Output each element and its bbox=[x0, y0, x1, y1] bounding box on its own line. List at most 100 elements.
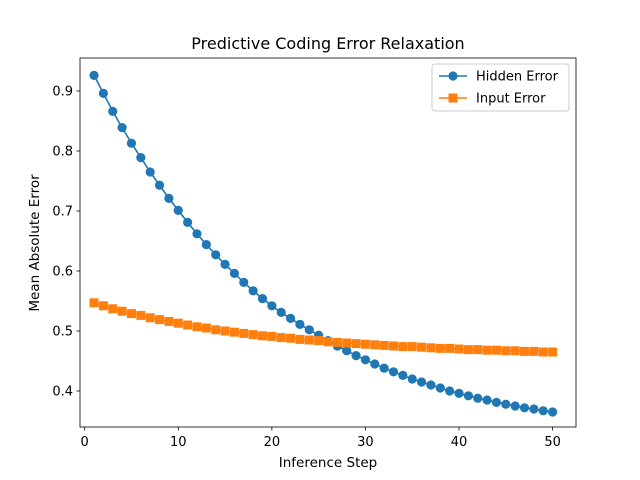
hidden-error-point bbox=[416, 377, 427, 387]
hidden-error-point bbox=[510, 401, 520, 411]
input-error-point bbox=[89, 298, 99, 308]
hidden-error-point bbox=[239, 277, 249, 287]
y-axis-label: Mean Absolute Error bbox=[27, 174, 43, 312]
chart-title: Predictive Coding Error Relaxation bbox=[191, 34, 464, 53]
input-error-point bbox=[276, 333, 286, 343]
input-error-point bbox=[407, 342, 417, 352]
hidden-error-point bbox=[473, 393, 483, 403]
input-error-point bbox=[417, 342, 427, 352]
hidden-error-point bbox=[276, 307, 286, 317]
y-tick-label: 0.5 bbox=[52, 325, 73, 340]
input-error-point bbox=[463, 345, 473, 355]
hidden-error-point bbox=[426, 380, 436, 390]
hidden-error-point bbox=[257, 294, 268, 304]
legend-item-hidden-error: Hidden Error bbox=[439, 70, 559, 85]
hidden-error-point bbox=[89, 70, 99, 80]
hidden-error-point bbox=[136, 153, 146, 163]
hidden-error-point bbox=[211, 250, 221, 260]
plot-frame bbox=[79, 57, 577, 428]
hidden-error-point bbox=[548, 407, 558, 417]
input-error-point bbox=[360, 339, 370, 349]
hidden-error-point bbox=[463, 391, 473, 401]
hidden-error-point bbox=[342, 346, 352, 356]
hidden-error-point bbox=[538, 406, 548, 416]
hidden-error-point bbox=[351, 351, 361, 361]
input-error-point bbox=[267, 331, 277, 341]
input-error-point bbox=[304, 335, 314, 345]
input-error-point bbox=[126, 309, 136, 319]
hidden-error-point bbox=[126, 138, 137, 148]
hidden-error-point bbox=[145, 167, 155, 177]
input-error-point bbox=[229, 327, 239, 337]
hidden-error-point bbox=[388, 367, 399, 377]
input-error-point bbox=[398, 342, 408, 352]
hidden-error-point bbox=[407, 374, 417, 384]
hidden-error-point bbox=[117, 123, 127, 133]
hidden-error-point bbox=[220, 259, 230, 269]
input-error-point bbox=[220, 326, 230, 336]
input-error-point bbox=[257, 331, 267, 341]
input-error-point bbox=[145, 313, 155, 323]
hidden-error-point bbox=[529, 404, 539, 414]
hidden-error-point bbox=[454, 388, 464, 398]
input-error-point bbox=[520, 346, 530, 356]
input-error-point bbox=[501, 346, 511, 356]
hidden-error-point bbox=[164, 193, 174, 203]
input-error-point bbox=[370, 340, 380, 350]
hidden-error-point bbox=[183, 217, 193, 227]
y-tick-label: 0.9 bbox=[52, 85, 73, 100]
y-tick-label: 0.4 bbox=[52, 385, 73, 400]
input-error-point bbox=[108, 304, 118, 314]
input-error-point bbox=[435, 343, 445, 353]
x-tick-label: 30 bbox=[357, 435, 374, 450]
hidden-error-point bbox=[229, 268, 240, 278]
input-error-point bbox=[314, 336, 324, 346]
y-tick-label: 0.7 bbox=[52, 205, 73, 220]
input-error-point bbox=[473, 345, 483, 355]
series-input-error bbox=[89, 298, 558, 357]
hidden-error-point bbox=[360, 355, 371, 365]
hidden-error-point bbox=[173, 205, 183, 215]
input-error-point bbox=[155, 315, 165, 325]
hidden-error-point bbox=[201, 240, 211, 250]
hidden-error-point bbox=[295, 319, 305, 329]
series-layer bbox=[89, 70, 558, 417]
hidden-error-point bbox=[154, 180, 165, 190]
hidden-error-point bbox=[370, 359, 380, 369]
input-error-point bbox=[538, 347, 548, 357]
input-error-point bbox=[482, 345, 492, 355]
input-error-point bbox=[295, 334, 305, 344]
input-error-point bbox=[211, 325, 221, 335]
hidden-error-point bbox=[379, 363, 389, 373]
hidden-error-point bbox=[501, 399, 511, 409]
input-error-point bbox=[183, 320, 193, 330]
input-error-point bbox=[529, 346, 539, 356]
input-error-point bbox=[332, 337, 342, 347]
x-tick-label: 20 bbox=[264, 435, 281, 450]
legend-marker bbox=[448, 71, 458, 81]
hidden-error-point bbox=[267, 301, 277, 311]
hidden-error-point bbox=[304, 325, 314, 335]
input-error-point bbox=[323, 337, 333, 347]
hidden-error-point bbox=[108, 106, 118, 116]
plot-area: 0.4 0.5 0.6 0.7 0.8 0.9 0 10 20 30 40 50 bbox=[52, 57, 577, 450]
y-tick-label: 0.8 bbox=[52, 145, 73, 160]
hidden-error-point bbox=[192, 229, 202, 239]
legend-label: Hidden Error bbox=[476, 70, 559, 85]
input-error-point bbox=[248, 330, 258, 340]
input-error-point bbox=[192, 322, 202, 332]
input-error-point bbox=[98, 301, 108, 311]
hidden-error-point bbox=[519, 403, 530, 413]
hidden-error-point bbox=[482, 395, 492, 405]
input-error-point bbox=[136, 310, 146, 320]
legend-label: Input Error bbox=[476, 92, 546, 107]
hidden-error-point bbox=[285, 313, 296, 323]
x-axis: 0 10 20 30 40 50 bbox=[81, 427, 561, 450]
hidden-error-point bbox=[435, 383, 445, 393]
input-error-point bbox=[117, 306, 127, 316]
x-tick-label: 50 bbox=[544, 435, 561, 450]
x-axis-label: Inference Step bbox=[279, 455, 377, 471]
input-error-point bbox=[342, 338, 352, 348]
legend-marker bbox=[448, 93, 458, 103]
hidden-error-line bbox=[93, 75, 553, 413]
